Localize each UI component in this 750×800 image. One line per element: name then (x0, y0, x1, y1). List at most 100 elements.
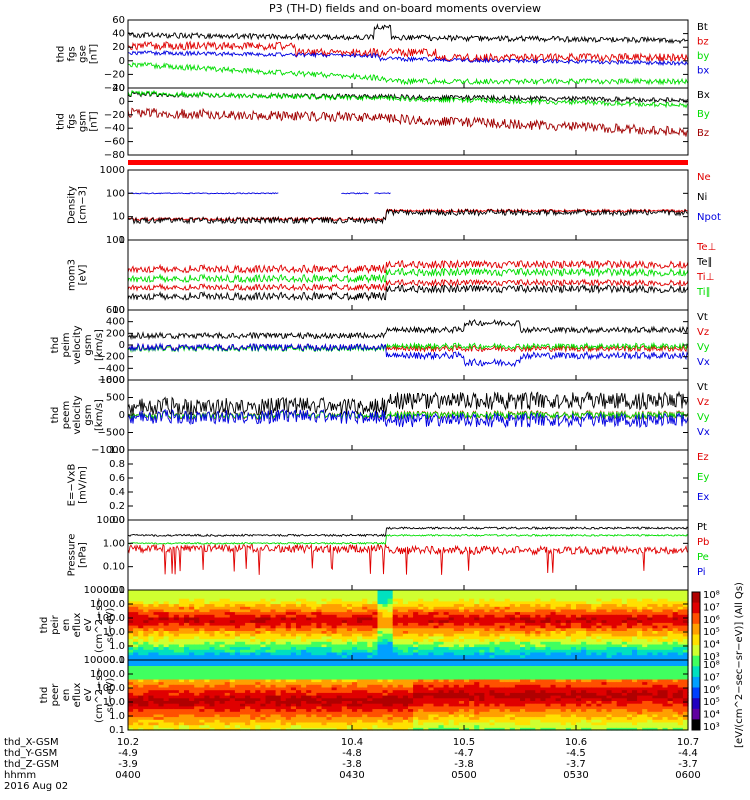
spectrogram-cell (158, 603, 165, 607)
spectrogram-cell (647, 630, 653, 634)
spectrogram-cell (296, 635, 302, 640)
spectrogram-cell (316, 670, 323, 675)
spectrogram-cell (632, 590, 638, 594)
spectrogram-cell (280, 662, 287, 666)
spectrogram-cell (418, 651, 424, 656)
spectrogram-cell (316, 598, 323, 602)
spectrogram-cell (479, 711, 485, 715)
spectrogram-cell (453, 681, 460, 685)
spectrogram-cell (606, 608, 613, 613)
spectrogram-cell (173, 681, 180, 685)
spectrogram-cell (418, 665, 424, 669)
spectrogram-cell (382, 665, 389, 669)
spectrogram-cell (540, 614, 547, 618)
spectrogram-cell (321, 686, 328, 691)
spectrogram-cell (321, 635, 328, 640)
spectrogram-cell (158, 676, 165, 680)
spectrogram-cell (316, 649, 323, 653)
spectrogram-cell (204, 630, 211, 634)
spectrogram-cell (178, 697, 185, 701)
spectrogram-cell (423, 697, 429, 701)
spectrogram-cell (178, 649, 185, 653)
spectrogram-cell (240, 681, 246, 685)
spectrogram-cell (270, 716, 277, 720)
spectrogram-cell (453, 697, 460, 701)
spectrogram-cell (173, 625, 180, 629)
spectrogram-cell (672, 651, 679, 656)
spectrogram-cell (189, 606, 195, 610)
spectrogram-cell (474, 727, 480, 731)
spectrogram-cell (240, 638, 246, 642)
spectrogram-cell (428, 708, 435, 712)
spectrogram-cell (372, 697, 379, 701)
spectrogram-cell (458, 595, 465, 599)
spectrogram-cell (209, 590, 216, 594)
spectrogram-cell (163, 608, 170, 613)
spectrogram-cell (290, 665, 297, 669)
spectrogram-cell (168, 600, 175, 605)
spectrogram-cell (178, 590, 185, 594)
spectrogram-cell (331, 657, 338, 661)
spectrogram-cell (219, 646, 226, 650)
spectrogram-cell (418, 657, 424, 661)
spectrogram-cell (255, 681, 261, 685)
spectrogram-cell (581, 635, 587, 640)
spectrogram-cell (489, 676, 496, 680)
spectrogram-cell (392, 700, 399, 704)
spectrogram-cell (504, 595, 511, 599)
spectrogram-cell (402, 625, 409, 629)
spectrogram-cell (234, 614, 241, 618)
spectrogram-cell (606, 630, 613, 634)
spectrogram-cell (652, 592, 659, 596)
spectrogram-cell (626, 608, 633, 613)
spectrogram-cell (138, 646, 144, 650)
spectrogram-cell (413, 670, 419, 675)
spectrogram-cell (270, 595, 277, 599)
spectrogram-cell (229, 673, 236, 677)
spectrogram-cell (224, 590, 231, 594)
spectrogram-cell (178, 611, 185, 615)
spectrogram-cell (372, 657, 379, 661)
spectrogram-cell (367, 638, 373, 642)
spectrogram-cell (143, 703, 149, 707)
spectrogram-cell (642, 608, 648, 613)
spectrogram-cell (301, 673, 307, 677)
y-tick-label: −500 (98, 428, 125, 439)
spectrogram-cell (209, 627, 216, 631)
spectrogram-cell (163, 638, 170, 642)
spectrogram-cell (418, 673, 424, 677)
spectrogram-cell (270, 678, 277, 683)
spectrogram-cell (245, 651, 251, 656)
spectrogram-cell (458, 598, 465, 602)
spectrogram-cell (301, 590, 307, 594)
series-line-Ti∥ (127, 266, 689, 284)
spectrogram-cell (367, 686, 373, 691)
spectrogram-cell (245, 600, 251, 605)
spectrogram-cell (372, 625, 379, 629)
spectrogram-cell (606, 633, 613, 637)
spectrogram-cell (443, 670, 450, 675)
spectrogram-cell (316, 641, 323, 645)
spectrogram-cell (148, 673, 155, 677)
spectrogram-cell (163, 670, 170, 675)
spectrogram-cell (301, 700, 307, 704)
spectrogram-cell (199, 627, 205, 631)
spectrogram-cell (408, 635, 414, 640)
spectrogram-cell (392, 660, 399, 664)
spectrogram-cell (504, 622, 511, 626)
spectrogram-cell (326, 684, 333, 688)
spectrogram-cell (280, 638, 287, 642)
spectrogram-cell (163, 692, 170, 696)
spectrogram-cell (234, 649, 241, 653)
y-tick-label: −60 (104, 137, 125, 148)
spectrogram-cell (616, 649, 623, 653)
spectrogram-cell (682, 657, 689, 661)
spectrogram-cell (240, 641, 246, 645)
spectrogram-cell (408, 590, 414, 594)
spectrogram-cell (336, 625, 343, 629)
spectrogram-cell (367, 616, 373, 621)
spectrogram-cell (596, 592, 603, 596)
spectrogram-cell (601, 590, 608, 594)
spectrogram-cell (321, 598, 328, 602)
spectrogram-cell (626, 643, 633, 648)
